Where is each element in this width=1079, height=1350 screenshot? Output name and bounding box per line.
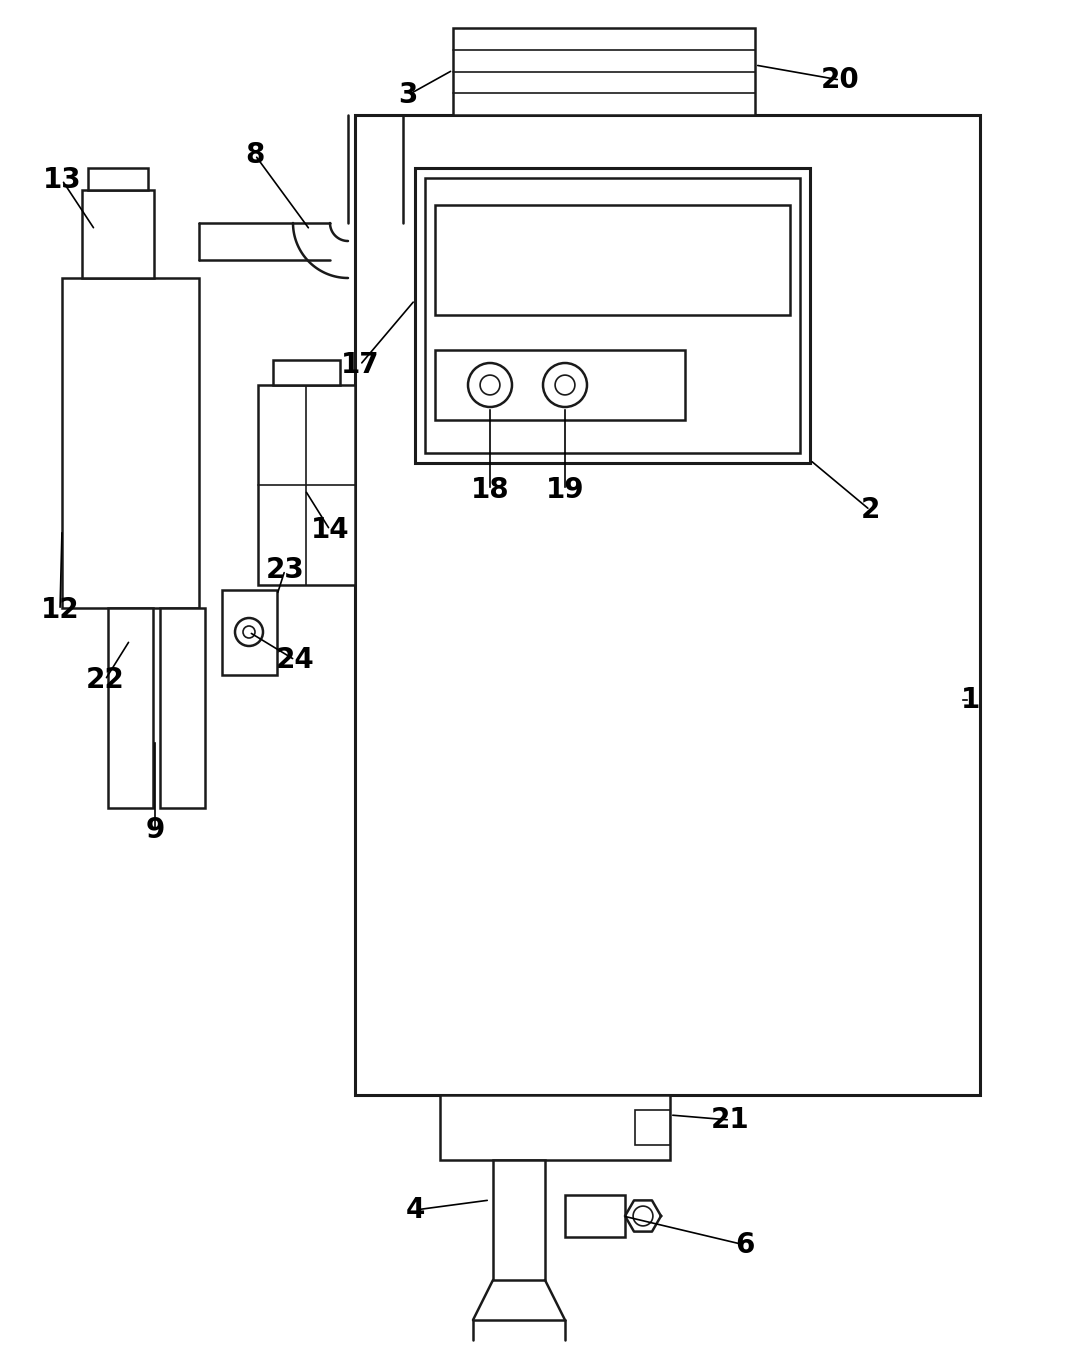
- Text: 21: 21: [711, 1106, 749, 1134]
- Bar: [440, 1095, 670, 1160]
- Bar: [62, 278, 199, 608]
- Text: 22: 22: [85, 666, 124, 694]
- Text: 13: 13: [43, 166, 81, 194]
- Text: 20: 20: [821, 66, 859, 95]
- Bar: [493, 1160, 545, 1280]
- Bar: [415, 167, 810, 463]
- Text: 24: 24: [275, 647, 314, 674]
- Text: 14: 14: [311, 516, 350, 544]
- Text: 6: 6: [735, 1231, 754, 1260]
- Bar: [82, 190, 154, 278]
- Text: 1: 1: [960, 686, 980, 714]
- Bar: [565, 1195, 625, 1237]
- Bar: [258, 385, 355, 585]
- Text: 4: 4: [406, 1196, 425, 1224]
- Text: 8: 8: [245, 140, 264, 169]
- Text: 17: 17: [341, 351, 380, 379]
- Bar: [435, 350, 685, 420]
- Bar: [425, 178, 800, 454]
- Text: 23: 23: [265, 556, 304, 585]
- Text: 18: 18: [470, 477, 509, 504]
- Text: 19: 19: [546, 477, 584, 504]
- Text: 3: 3: [398, 81, 418, 109]
- Bar: [355, 115, 980, 1095]
- Text: 12: 12: [41, 595, 80, 624]
- Text: 9: 9: [146, 815, 165, 844]
- Bar: [222, 590, 277, 675]
- Bar: [273, 360, 340, 385]
- Bar: [435, 205, 790, 315]
- Bar: [160, 608, 205, 809]
- Bar: [108, 608, 153, 809]
- Bar: [636, 1110, 670, 1145]
- Bar: [453, 28, 755, 115]
- Bar: [88, 167, 148, 190]
- Text: 2: 2: [860, 495, 879, 524]
